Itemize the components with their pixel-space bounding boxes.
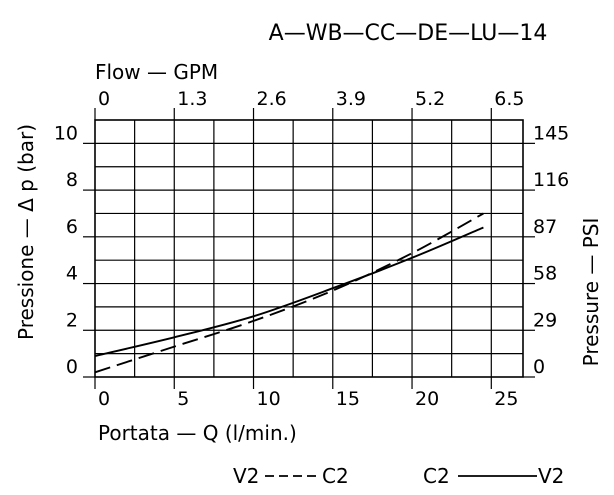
series-line-dashed: [94, 212, 484, 374]
x2-tick-label: 0: [98, 88, 110, 110]
y-axis-label: Pressione — Δ p (bar): [14, 124, 38, 340]
legend-dashed-left: V2: [233, 464, 259, 488]
x-tick-label: 5: [177, 388, 189, 410]
x2-tick-label: 6.5: [494, 88, 524, 110]
x-tick-label: 25: [494, 388, 518, 410]
y2-tick-label: 58: [533, 263, 557, 285]
y2-tick-label: 0: [533, 356, 545, 378]
x-axis-label: Portata — Q (l/min.): [98, 421, 297, 445]
legend-solid-right: V2: [538, 464, 564, 488]
legend-entry-dashed: V2 C2: [233, 464, 349, 488]
grid: [95, 120, 523, 377]
x2-tick-label: 1.3: [177, 88, 207, 110]
x2-tick-label: 2.6: [257, 88, 287, 110]
y-tick-label: 10: [54, 122, 78, 144]
legend-entry-solid: C2 V2: [423, 464, 564, 488]
y2-axis-label: Pressure — PSI: [579, 218, 603, 367]
y-tick-label: 2: [66, 309, 78, 331]
y-tick-label: 4: [66, 263, 78, 285]
axis-ticks: 0 5 10 15 20 25 0 1.3 2.6 3.9 5.2 6.5 0 2 4 6 8 10 0 29 58 87…: [54, 88, 569, 410]
x-tick-label: 0: [98, 388, 110, 410]
x2-tick-label: 5.2: [415, 88, 445, 110]
y2-tick-label: 29: [533, 309, 557, 331]
x-tick-label: 20: [415, 388, 439, 410]
y2-tick-label: 145: [533, 122, 569, 144]
series-lines: [94, 212, 484, 374]
y-tick-label: 8: [66, 169, 78, 191]
y2-tick-label: 116: [533, 169, 569, 191]
y2-tick-label: 87: [533, 216, 557, 238]
legend-solid-left: C2: [423, 464, 450, 488]
chart-title: A—WB—CC—DE—LU—14: [269, 21, 548, 46]
x-tick-label: 15: [336, 388, 360, 410]
x2-tick-label: 3.9: [336, 88, 366, 110]
legend: V2 C2 C2 V2: [233, 464, 564, 488]
y-tick-label: 6: [66, 216, 78, 238]
legend-dashed-right: C2: [322, 464, 349, 488]
y-tick-label: 0: [66, 356, 78, 378]
plot-area-border: [94, 119, 524, 378]
series-line-solid: [94, 226, 484, 357]
top-axis-label: Flow — GPM: [95, 60, 218, 84]
x-tick-label: 10: [257, 388, 281, 410]
